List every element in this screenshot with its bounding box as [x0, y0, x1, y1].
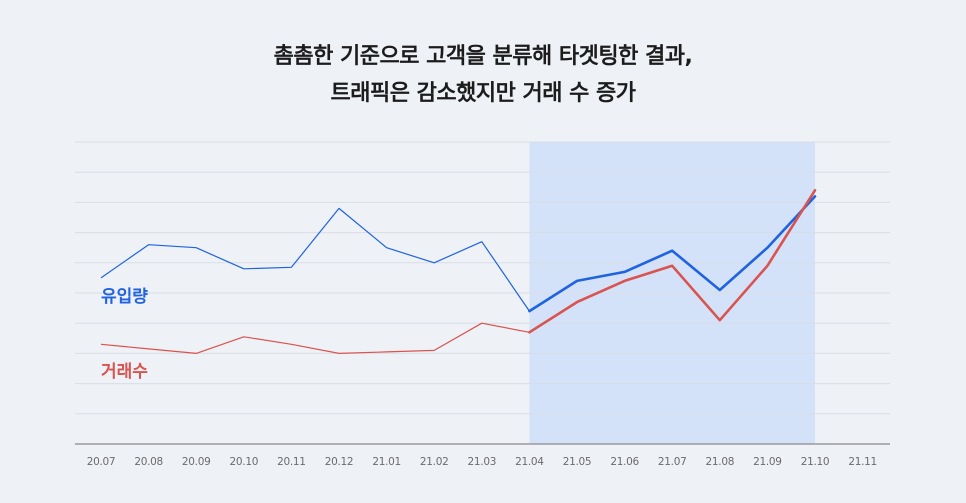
x-tick-label: 20.10 — [230, 456, 259, 468]
x-tick-label: 20.08 — [134, 456, 163, 468]
series-line-traffic — [100, 207, 530, 312]
x-tick-label: 21.08 — [706, 456, 735, 468]
x-tick-label: 21.02 — [420, 456, 449, 468]
x-tick-label: 21.07 — [658, 456, 687, 468]
x-tick-label: 21.01 — [372, 456, 401, 468]
title-line-1: 촘촘한 기준으로 고객을 분류해 타겟팅한 결과, — [273, 44, 693, 69]
x-tick-label: 20.11 — [277, 456, 306, 468]
x-tick-label: 21.05 — [563, 456, 592, 468]
x-tick-label: 20.12 — [325, 456, 354, 468]
chart-title: 촘촘한 기준으로 고객을 분류해 타겟팅한 결과, 트래픽은 감소했지만 거래 … — [0, 38, 966, 112]
series-label-traffic: 유입량 — [101, 287, 148, 307]
x-tick-label: 21.04 — [515, 456, 544, 468]
x-tick-label: 21.10 — [801, 456, 830, 468]
x-tick-label: 21.11 — [848, 456, 877, 468]
series-line-transactions-highlight — [528, 189, 817, 334]
x-tick-label: 21.06 — [610, 456, 639, 468]
title-line-2: 트래픽은 감소했지만 거래 수 증가 — [330, 81, 637, 106]
series-label-transactions: 거래수 — [101, 362, 148, 382]
x-tick-label: 21.09 — [753, 456, 782, 468]
x-tick-label: 21.03 — [468, 456, 497, 468]
x-tick-label: 20.07 — [87, 456, 116, 468]
series-line-transactions — [100, 322, 530, 354]
x-tick-label: 20.09 — [182, 456, 211, 468]
